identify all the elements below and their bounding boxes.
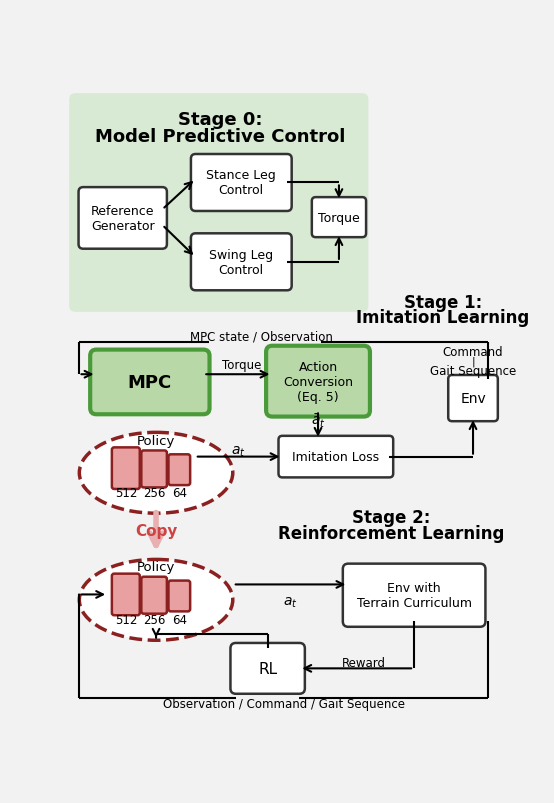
FancyBboxPatch shape	[168, 454, 190, 486]
Text: Policy: Policy	[137, 560, 175, 573]
Text: $a_t$: $a_t$	[231, 445, 245, 459]
Text: 256: 256	[143, 613, 166, 626]
Text: Gait Sequence: Gait Sequence	[430, 365, 516, 377]
Text: Env with
Terrain Curriculum: Env with Terrain Curriculum	[357, 581, 471, 609]
Text: 512: 512	[115, 613, 137, 626]
Text: Stage 1:: Stage 1:	[404, 293, 482, 312]
Text: 512: 512	[115, 487, 137, 499]
Text: MPC state / Observation: MPC state / Observation	[190, 331, 333, 344]
FancyBboxPatch shape	[168, 581, 190, 612]
Text: RL: RL	[258, 661, 277, 676]
Text: Observation / Command / Gait Sequence: Observation / Command / Gait Sequence	[163, 698, 405, 711]
FancyBboxPatch shape	[279, 436, 393, 478]
Text: $a_t$: $a_t$	[283, 595, 297, 609]
Text: Reward: Reward	[342, 656, 386, 669]
Text: Model Predictive Control: Model Predictive Control	[95, 128, 346, 145]
FancyBboxPatch shape	[266, 346, 370, 417]
Ellipse shape	[79, 560, 233, 641]
Text: $\bar{a}_t$: $\bar{a}_t$	[311, 412, 325, 430]
Text: 64: 64	[172, 487, 187, 499]
Text: Command: Command	[443, 346, 504, 359]
Text: Policy: Policy	[137, 434, 175, 447]
Text: Env: Env	[460, 392, 486, 406]
FancyBboxPatch shape	[343, 564, 485, 627]
Text: Reinforcement Learning: Reinforcement Learning	[278, 524, 504, 542]
FancyBboxPatch shape	[112, 448, 140, 489]
Text: Stance Leg
Control: Stance Leg Control	[207, 169, 276, 198]
FancyBboxPatch shape	[90, 350, 209, 414]
Text: Reference
Generator: Reference Generator	[91, 205, 155, 233]
Text: Torque: Torque	[318, 211, 360, 224]
Text: Stage 2:: Stage 2:	[352, 509, 430, 527]
FancyBboxPatch shape	[79, 188, 167, 250]
FancyBboxPatch shape	[141, 577, 167, 614]
Text: 64: 64	[172, 613, 187, 626]
Text: Swing Leg
Control: Swing Leg Control	[209, 248, 273, 276]
FancyBboxPatch shape	[230, 643, 305, 694]
FancyBboxPatch shape	[69, 94, 368, 312]
FancyBboxPatch shape	[141, 451, 167, 487]
FancyBboxPatch shape	[312, 198, 366, 238]
Text: Action
Conversion
(Eq. 5): Action Conversion (Eq. 5)	[283, 361, 353, 403]
Text: Stage 0:: Stage 0:	[178, 111, 263, 128]
FancyBboxPatch shape	[112, 574, 140, 615]
FancyBboxPatch shape	[191, 155, 291, 212]
Text: 256: 256	[143, 487, 166, 499]
Text: Torque: Torque	[222, 359, 261, 372]
Text: |: |	[471, 357, 475, 367]
Ellipse shape	[79, 433, 233, 514]
Text: Copy: Copy	[135, 524, 177, 538]
Text: Imitation Learning: Imitation Learning	[356, 309, 530, 327]
Text: Imitation Loss: Imitation Loss	[293, 450, 379, 463]
FancyBboxPatch shape	[448, 376, 498, 422]
FancyBboxPatch shape	[191, 234, 291, 291]
Text: MPC: MPC	[128, 373, 172, 391]
